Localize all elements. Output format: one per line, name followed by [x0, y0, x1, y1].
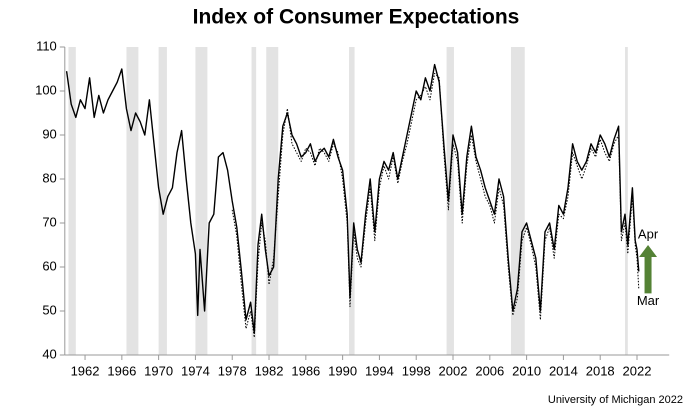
arrow-label-to: Apr	[638, 226, 659, 241]
series-line	[231, 72, 640, 338]
x-tick-label: 1978	[218, 363, 247, 378]
y-tick-label: 70	[42, 214, 56, 229]
y-tick-label: 60	[42, 258, 56, 273]
chart-title: Index of Consumer Expectations	[193, 6, 520, 29]
x-tick-label: 2002	[439, 363, 468, 378]
recession-band	[266, 47, 279, 355]
y-tick-label: 110	[36, 38, 57, 53]
y-tick-label: 80	[42, 170, 56, 185]
y-tick-label: 90	[42, 126, 56, 141]
x-tick-label: 1974	[181, 363, 210, 378]
x-tick-label: 1966	[107, 363, 136, 378]
x-tick-label: 2010	[512, 363, 541, 378]
y-tick-label: 100	[35, 82, 57, 97]
y-tick-label: 50	[42, 302, 56, 317]
change-arrow	[639, 245, 658, 294]
recession-band	[251, 47, 257, 355]
arrow-label-from: Mar	[637, 293, 660, 308]
recession-band	[195, 47, 208, 355]
x-tick-label: 2006	[475, 363, 504, 378]
x-tick-label: 1986	[291, 363, 320, 378]
y-tick-label: 40	[42, 346, 56, 361]
recession-band	[625, 47, 628, 355]
recession-band	[158, 47, 167, 355]
recession-band	[68, 47, 76, 355]
source: University of Michigan 2022	[548, 394, 683, 406]
x-tick-label: 2014	[549, 363, 578, 378]
x-tick-label: 1990	[328, 363, 357, 378]
x-tick-label: 1994	[365, 363, 394, 378]
recession-band	[126, 47, 139, 355]
recession-band	[510, 47, 525, 355]
series-line	[65, 63, 640, 334]
recession-band	[349, 47, 355, 355]
x-tick-label: 1998	[402, 363, 431, 378]
x-tick-label: 1982	[255, 363, 284, 378]
x-tick-label: 1970	[144, 363, 173, 378]
recession-band	[446, 47, 454, 355]
x-tick-label: 2018	[586, 363, 615, 378]
x-tick-label: 1962	[71, 363, 100, 378]
x-tick-label: 2022	[623, 363, 652, 378]
